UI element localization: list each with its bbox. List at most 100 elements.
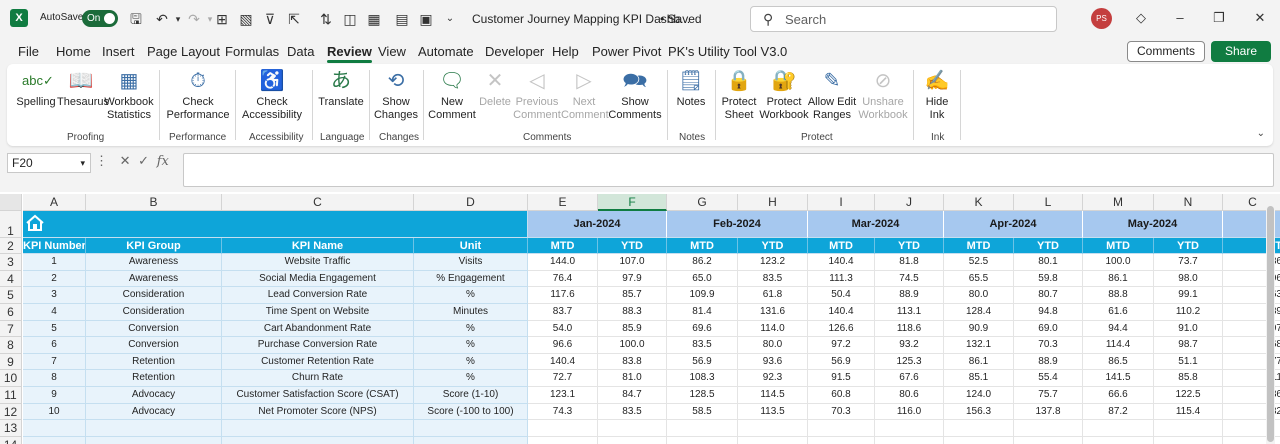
kpi-unit-cell[interactable]: % — [414, 370, 528, 387]
kpi-unit-cell[interactable]: Score (-100 to 100) — [414, 403, 528, 421]
column-header[interactable]: B — [86, 194, 222, 211]
tab-help[interactable]: Help — [552, 44, 579, 59]
value-cell[interactable]: 116.0 — [875, 403, 944, 421]
empty-cell[interactable] — [808, 420, 875, 437]
kpi-group-cell[interactable]: Retention — [86, 370, 222, 387]
value-cell[interactable]: 74.3 — [528, 403, 598, 421]
kpi-group-cell[interactable]: Advocacy — [86, 387, 222, 404]
kpi-num-cell[interactable]: 3 — [23, 287, 86, 304]
column-header[interactable]: E — [528, 194, 598, 211]
empty-cell[interactable] — [1083, 436, 1154, 444]
hide-ink-button[interactable]: ✍ Hide Ink — [924, 70, 950, 121]
kpi-name-cell[interactable]: Social Media Engagement — [222, 270, 414, 288]
minimize-icon[interactable]: – — [1176, 10, 1184, 25]
value-cell[interactable]: 86 — [1223, 254, 1280, 271]
value-cell[interactable]: 132.1 — [944, 337, 1014, 354]
empty-cell[interactable] — [23, 436, 86, 444]
value-cell[interactable]: 65.0 — [667, 270, 738, 288]
value-cell[interactable]: 83.8 — [598, 353, 667, 371]
kpi-group-cell[interactable]: Consideration — [86, 304, 222, 321]
value-cell[interactable]: 83.5 — [667, 337, 738, 354]
tab-formulas[interactable]: Formulas — [225, 44, 280, 59]
vertical-scrollbar[interactable] — [1266, 204, 1275, 444]
protect-sheet-button[interactable]: 🔒 Protect Sheet — [721, 70, 757, 121]
value-cell[interactable]: 61.6 — [1083, 304, 1154, 321]
value-cell[interactable]: 86.5 — [1083, 353, 1154, 371]
kpi-num-cell[interactable]: 10 — [23, 403, 86, 421]
value-cell[interactable]: 83.5 — [598, 403, 667, 421]
value-cell[interactable]: 83.7 — [528, 304, 598, 321]
row-header[interactable]: 11 — [0, 387, 22, 404]
value-cell[interactable]: 67.6 — [875, 370, 944, 387]
value-cell[interactable]: 81.0 — [598, 370, 667, 387]
empty-cell[interactable] — [86, 420, 222, 437]
protect-workbook-button[interactable]: 🔐 Protect Workbook — [759, 70, 809, 121]
share-arrow-icon[interactable]: ⇱ — [288, 11, 300, 27]
comments-button[interactable]: Comments — [1127, 41, 1205, 62]
value-cell[interactable]: 114.4 — [1083, 337, 1154, 354]
row-header[interactable]: 14 — [0, 436, 22, 444]
enter-icon[interactable]: ✓ — [138, 153, 150, 168]
value-cell[interactable]: 74.5 — [875, 270, 944, 288]
value-cell[interactable]: 131.6 — [738, 304, 808, 321]
row-header[interactable]: 13 — [0, 420, 22, 437]
value-cell[interactable]: 137.8 — [1014, 403, 1083, 421]
value-cell[interactable]: 91.5 — [808, 370, 875, 387]
select-all-corner[interactable] — [0, 194, 22, 211]
value-cell[interactable]: 80.0 — [738, 337, 808, 354]
value-cell[interactable]: 77 — [1223, 353, 1280, 371]
empty-cell[interactable] — [528, 420, 598, 437]
filter-icon[interactable]: ⊽ — [264, 11, 276, 27]
value-cell[interactable]: 87.2 — [1083, 403, 1154, 421]
tab-file[interactable]: File — [18, 44, 39, 59]
empty-cell[interactable] — [86, 436, 222, 444]
value-cell[interactable]: 96 — [1223, 270, 1280, 288]
value-cell[interactable]: 144.0 — [528, 254, 598, 271]
kpi-num-cell[interactable]: 8 — [23, 370, 86, 387]
spelling-button[interactable]: abc✓ Spelling — [13, 68, 59, 109]
value-cell[interactable]: 118.6 — [875, 320, 944, 338]
value-cell[interactable]: 59.8 — [1014, 270, 1083, 288]
value-cell[interactable]: 140.4 — [808, 304, 875, 321]
kpi-num-cell[interactable]: 9 — [23, 387, 86, 404]
unshare-workbook-button[interactable]: ⊘ Unshare Workbook — [858, 70, 908, 121]
kpi-unit-cell[interactable]: % — [414, 337, 528, 354]
value-cell[interactable]: 56.9 — [808, 353, 875, 371]
value-cell[interactable]: 124.0 — [944, 387, 1014, 404]
kpi-group-cell[interactable]: Advocacy — [86, 403, 222, 421]
redo-dropdown-icon[interactable]: ▾ — [207, 14, 213, 24]
kpi-name-cell[interactable]: Customer Retention Rate — [222, 353, 414, 371]
value-cell[interactable]: 80.1 — [1014, 254, 1083, 271]
value-cell[interactable]: 111.3 — [808, 270, 875, 288]
check-performance-button[interactable]: ⏱ Check Performance — [166, 70, 230, 121]
empty-cell[interactable] — [598, 420, 667, 437]
workbook-statistics-button[interactable]: ▦ Workbook Statistics — [104, 70, 154, 121]
empty-cell[interactable] — [667, 436, 738, 444]
value-cell[interactable]: 60.8 — [808, 387, 875, 404]
column-header[interactable]: M — [1083, 194, 1154, 211]
value-cell[interactable]: 98.0 — [1154, 270, 1223, 288]
value-cell[interactable]: 128.5 — [667, 387, 738, 404]
column-header[interactable]: D — [414, 194, 528, 211]
value-cell[interactable]: 88.9 — [875, 287, 944, 304]
kpi-name-cell[interactable]: Customer Satisfaction Score (CSAT) — [222, 387, 414, 404]
kpi-num-cell[interactable]: 1 — [23, 254, 86, 271]
value-cell[interactable]: 66.6 — [1083, 387, 1154, 404]
column-header[interactable]: C — [1223, 194, 1280, 211]
row-header[interactable]: 6 — [0, 304, 22, 321]
row-header[interactable]: 1 — [0, 211, 22, 238]
value-cell[interactable]: 110.2 — [1154, 304, 1223, 321]
value-cell[interactable]: 140.4 — [528, 353, 598, 371]
calculator-icon[interactable]: ▤ — [395, 11, 409, 27]
premium-diamond-icon[interactable]: ◇ — [1136, 10, 1146, 25]
value-cell[interactable]: 85.7 — [598, 287, 667, 304]
notes-button[interactable]: 🗒 Notes — [676, 70, 706, 108]
value-cell[interactable]: 123.2 — [738, 254, 808, 271]
value-cell[interactable]: 80.7 — [1014, 287, 1083, 304]
value-cell[interactable]: 109.9 — [667, 287, 738, 304]
collapse-ribbon-icon[interactable]: ⌄ — [1256, 128, 1265, 139]
value-cell[interactable]: 65.5 — [944, 270, 1014, 288]
value-cell[interactable]: 97.2 — [808, 337, 875, 354]
allow-edit-ranges-button[interactable]: ✎ Allow Edit Ranges — [807, 70, 857, 121]
kpi-name-cell[interactable]: Lead Conversion Rate — [222, 287, 414, 304]
